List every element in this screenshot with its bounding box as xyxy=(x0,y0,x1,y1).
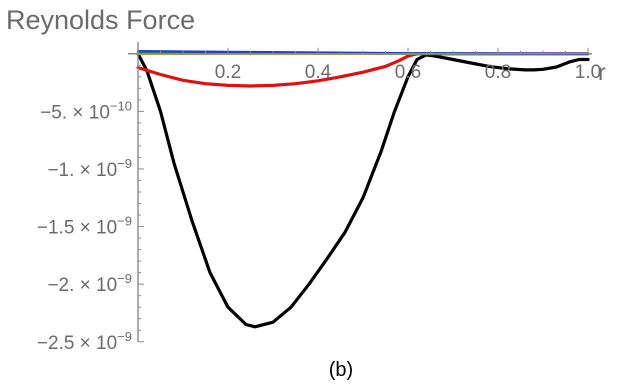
figure-caption: (b) xyxy=(329,359,353,381)
series-line-0 xyxy=(136,52,590,329)
x-tick-label: 0.6 xyxy=(395,62,421,83)
y-tick-label: −2. × 10−9 xyxy=(47,271,132,296)
y-tick-label: −1. × 10−9 xyxy=(47,156,132,181)
x-axis-label: r xyxy=(598,59,606,85)
x-tick-label: 1.0 xyxy=(575,62,601,83)
y-tick-label: −5. × 10−10 xyxy=(40,98,132,123)
axes-layer: 0.2 0.4 0.6 0.8 1.0 −5. × 10−10 −1. × 10−9 −1.5… xyxy=(37,42,601,354)
x-tick-label: 0.8 xyxy=(485,62,511,83)
y-tick-label: −2.5 × 10−9 xyxy=(37,329,132,354)
y-tick-label: −1.5 × 10−9 xyxy=(37,214,132,239)
series-layer xyxy=(136,50,590,329)
x-tick-label: 0.4 xyxy=(305,62,332,83)
x-tick-label: 0.2 xyxy=(215,62,241,83)
chart-title: Reynolds Force xyxy=(6,5,195,35)
